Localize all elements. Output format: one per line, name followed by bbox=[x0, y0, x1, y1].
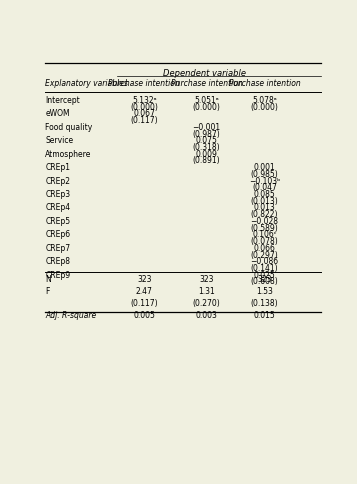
Text: eWOM: eWOM bbox=[45, 109, 70, 118]
Text: 1.53: 1.53 bbox=[256, 287, 273, 296]
Text: (0.078): (0.078) bbox=[251, 237, 278, 245]
Text: 0.066: 0.066 bbox=[253, 243, 276, 252]
Text: 0.009: 0.009 bbox=[196, 150, 217, 158]
Text: 1.31: 1.31 bbox=[198, 287, 215, 296]
Text: CREp7: CREp7 bbox=[45, 243, 70, 252]
Text: (0.987): (0.987) bbox=[193, 129, 220, 138]
Text: (0.000): (0.000) bbox=[130, 103, 158, 111]
Text: CREp1: CREp1 bbox=[45, 163, 70, 172]
Text: 5.132ᵃ: 5.132ᵃ bbox=[132, 96, 156, 105]
Text: (0.013): (0.013) bbox=[251, 197, 278, 205]
Text: (0.141): (0.141) bbox=[251, 263, 278, 272]
Text: (0.985): (0.985) bbox=[251, 169, 278, 179]
Text: 323: 323 bbox=[199, 274, 214, 284]
Text: (0.117): (0.117) bbox=[130, 299, 158, 307]
Text: 0.013: 0.013 bbox=[254, 203, 276, 212]
Text: CREp5: CREp5 bbox=[45, 216, 70, 226]
Text: 5.051ᵃ: 5.051ᵃ bbox=[194, 96, 219, 105]
Text: (0.270): (0.270) bbox=[193, 299, 220, 307]
Text: −0.103ᵇ: −0.103ᵇ bbox=[249, 176, 280, 185]
Text: N: N bbox=[45, 274, 51, 284]
Text: (0.000): (0.000) bbox=[192, 103, 220, 111]
Text: Dependent variable: Dependent variable bbox=[163, 69, 246, 77]
Text: CREp8: CREp8 bbox=[45, 257, 70, 266]
Text: 0.067: 0.067 bbox=[133, 109, 155, 118]
Text: 323: 323 bbox=[257, 274, 272, 284]
Text: Purchase intention: Purchase intention bbox=[229, 78, 301, 88]
Text: 0.001: 0.001 bbox=[254, 163, 276, 172]
Text: (0.117): (0.117) bbox=[130, 116, 158, 125]
Text: 0.015: 0.015 bbox=[254, 310, 276, 319]
Text: Food quality: Food quality bbox=[45, 122, 92, 132]
Text: Purchase intention: Purchase intention bbox=[109, 78, 180, 88]
Text: (0.000): (0.000) bbox=[251, 103, 278, 111]
Text: −0.028: −0.028 bbox=[251, 216, 278, 226]
Text: Atmosphere: Atmosphere bbox=[45, 150, 91, 158]
Text: CREp3: CREp3 bbox=[45, 190, 70, 198]
Text: CREp9: CREp9 bbox=[45, 270, 70, 279]
Text: CREp4: CREp4 bbox=[45, 203, 70, 212]
Text: (0.297): (0.297) bbox=[251, 250, 278, 259]
Text: 0.025: 0.025 bbox=[254, 270, 276, 279]
Text: −0.086: −0.086 bbox=[251, 257, 279, 266]
Text: Explanatory variables: Explanatory variables bbox=[45, 78, 128, 88]
Text: CREp2: CREp2 bbox=[45, 176, 70, 185]
Text: F: F bbox=[45, 287, 50, 296]
Text: Adj. R-square: Adj. R-square bbox=[45, 310, 96, 319]
Text: 0.085: 0.085 bbox=[254, 190, 276, 198]
Text: (0.138): (0.138) bbox=[251, 299, 278, 307]
Text: Purchase intention: Purchase intention bbox=[171, 78, 242, 88]
Text: 2.47: 2.47 bbox=[136, 287, 153, 296]
Text: 5.078ᵃ: 5.078ᵃ bbox=[252, 96, 277, 105]
Text: (0.589): (0.589) bbox=[251, 223, 278, 232]
Text: −0.001: −0.001 bbox=[192, 122, 221, 132]
Text: Intercept: Intercept bbox=[45, 96, 80, 105]
Text: 0.106ᶜ: 0.106ᶜ bbox=[252, 230, 277, 239]
Text: 0.005: 0.005 bbox=[133, 310, 155, 319]
Text: (0.891): (0.891) bbox=[193, 156, 220, 165]
Text: 323: 323 bbox=[137, 274, 151, 284]
Text: CREp6: CREp6 bbox=[45, 230, 70, 239]
Text: (0.047: (0.047 bbox=[252, 183, 277, 192]
Text: (0.822): (0.822) bbox=[251, 210, 278, 219]
Text: 0.075: 0.075 bbox=[196, 136, 217, 145]
Text: 0.003: 0.003 bbox=[196, 310, 217, 319]
Text: (0.608): (0.608) bbox=[251, 277, 278, 286]
Text: Service: Service bbox=[45, 136, 73, 145]
Text: (0.318): (0.318) bbox=[193, 143, 220, 151]
